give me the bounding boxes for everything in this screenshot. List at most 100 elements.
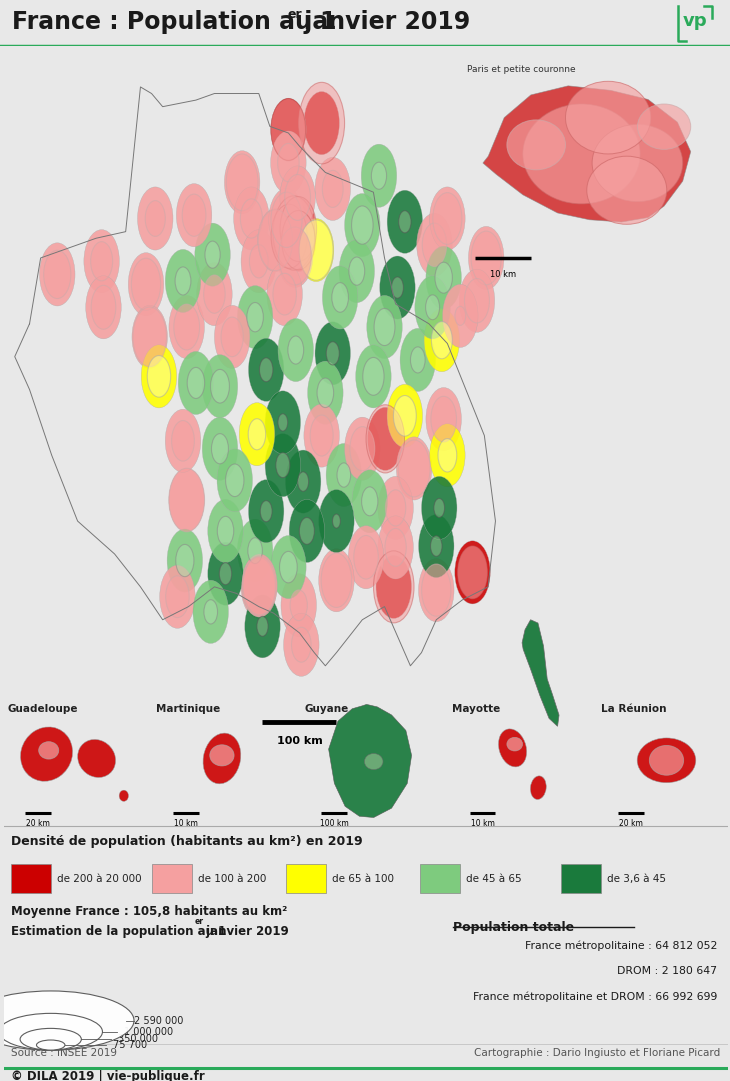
Circle shape	[20, 1028, 81, 1050]
Circle shape	[393, 396, 416, 436]
Circle shape	[345, 417, 380, 480]
Circle shape	[337, 463, 350, 488]
Circle shape	[278, 319, 313, 382]
Circle shape	[219, 562, 231, 585]
Circle shape	[507, 120, 566, 170]
Circle shape	[415, 276, 450, 338]
Ellipse shape	[77, 739, 115, 777]
Circle shape	[224, 150, 260, 214]
Circle shape	[169, 295, 204, 359]
Text: Mayotte: Mayotte	[453, 704, 501, 713]
Circle shape	[167, 529, 203, 592]
Text: vp: vp	[683, 12, 707, 30]
Text: Martinique: Martinique	[156, 704, 220, 713]
Circle shape	[426, 246, 461, 309]
Circle shape	[237, 519, 273, 583]
Circle shape	[84, 229, 120, 293]
Circle shape	[178, 351, 214, 414]
Circle shape	[319, 490, 354, 552]
Circle shape	[378, 516, 413, 579]
Circle shape	[364, 753, 383, 770]
Circle shape	[271, 535, 306, 599]
Circle shape	[637, 104, 691, 149]
Circle shape	[212, 433, 228, 464]
Circle shape	[304, 404, 339, 467]
Text: er: er	[288, 8, 303, 21]
Circle shape	[0, 991, 134, 1050]
Circle shape	[282, 211, 315, 270]
Circle shape	[36, 1040, 65, 1050]
Circle shape	[326, 443, 361, 507]
Text: DROM : 2 180 647: DROM : 2 180 647	[617, 966, 717, 976]
Circle shape	[258, 209, 293, 271]
Circle shape	[202, 355, 238, 417]
Circle shape	[372, 162, 387, 189]
Text: Moyenne France : 105,8 habitants au km²: Moyenne France : 105,8 habitants au km²	[11, 905, 287, 918]
Circle shape	[265, 433, 301, 497]
Circle shape	[248, 418, 266, 450]
Circle shape	[172, 421, 194, 462]
Circle shape	[319, 549, 354, 612]
Circle shape	[166, 576, 189, 617]
Circle shape	[265, 391, 301, 454]
Circle shape	[367, 408, 403, 470]
Text: 100 km: 100 km	[277, 736, 323, 746]
Text: 20 km: 20 km	[26, 818, 50, 828]
Circle shape	[261, 501, 272, 522]
Circle shape	[187, 368, 204, 399]
Circle shape	[242, 558, 275, 616]
Circle shape	[366, 295, 402, 359]
Circle shape	[169, 468, 204, 532]
Circle shape	[315, 158, 350, 221]
Text: janvier 2019: janvier 2019	[296, 10, 470, 35]
Circle shape	[226, 154, 258, 211]
Circle shape	[202, 417, 238, 480]
Circle shape	[279, 227, 311, 285]
Circle shape	[175, 267, 191, 295]
Circle shape	[523, 104, 640, 204]
Circle shape	[442, 284, 478, 347]
Circle shape	[299, 82, 345, 164]
Circle shape	[400, 329, 436, 391]
Circle shape	[205, 241, 220, 268]
Circle shape	[259, 358, 273, 382]
Circle shape	[242, 553, 277, 617]
Circle shape	[273, 273, 296, 315]
Circle shape	[592, 124, 683, 201]
Text: 75 700: 75 700	[113, 1040, 147, 1050]
Circle shape	[217, 449, 253, 512]
Circle shape	[271, 204, 307, 268]
Circle shape	[459, 269, 495, 332]
Circle shape	[430, 424, 465, 486]
Circle shape	[387, 190, 423, 253]
Circle shape	[276, 453, 290, 478]
Text: 10 km: 10 km	[490, 270, 516, 279]
Circle shape	[240, 199, 263, 238]
Circle shape	[39, 742, 58, 759]
Circle shape	[363, 358, 384, 396]
Circle shape	[271, 99, 306, 160]
Circle shape	[176, 545, 194, 576]
Text: Source : INSEE 2019: Source : INSEE 2019	[11, 1049, 117, 1058]
Text: 1 000 000: 1 000 000	[124, 1027, 173, 1037]
Circle shape	[250, 244, 268, 278]
Text: La Réunion: La Réunion	[601, 704, 666, 713]
Text: de 45 à 65: de 45 à 65	[466, 873, 521, 883]
Circle shape	[431, 397, 456, 442]
Circle shape	[280, 197, 317, 262]
Circle shape	[352, 206, 373, 244]
Text: 2 590 000: 2 590 000	[134, 1015, 183, 1026]
Text: France métropolitaine et DROM : 66 992 699: France métropolitaine et DROM : 66 992 6…	[472, 991, 717, 1002]
Circle shape	[323, 171, 343, 208]
Circle shape	[160, 565, 195, 628]
Circle shape	[145, 201, 165, 237]
Circle shape	[91, 242, 112, 281]
Circle shape	[285, 174, 310, 221]
Ellipse shape	[531, 776, 546, 800]
Circle shape	[195, 223, 231, 286]
Circle shape	[507, 737, 523, 751]
Text: 20 km: 20 km	[619, 818, 642, 828]
Circle shape	[398, 440, 430, 497]
Circle shape	[422, 223, 447, 267]
Circle shape	[137, 187, 173, 250]
